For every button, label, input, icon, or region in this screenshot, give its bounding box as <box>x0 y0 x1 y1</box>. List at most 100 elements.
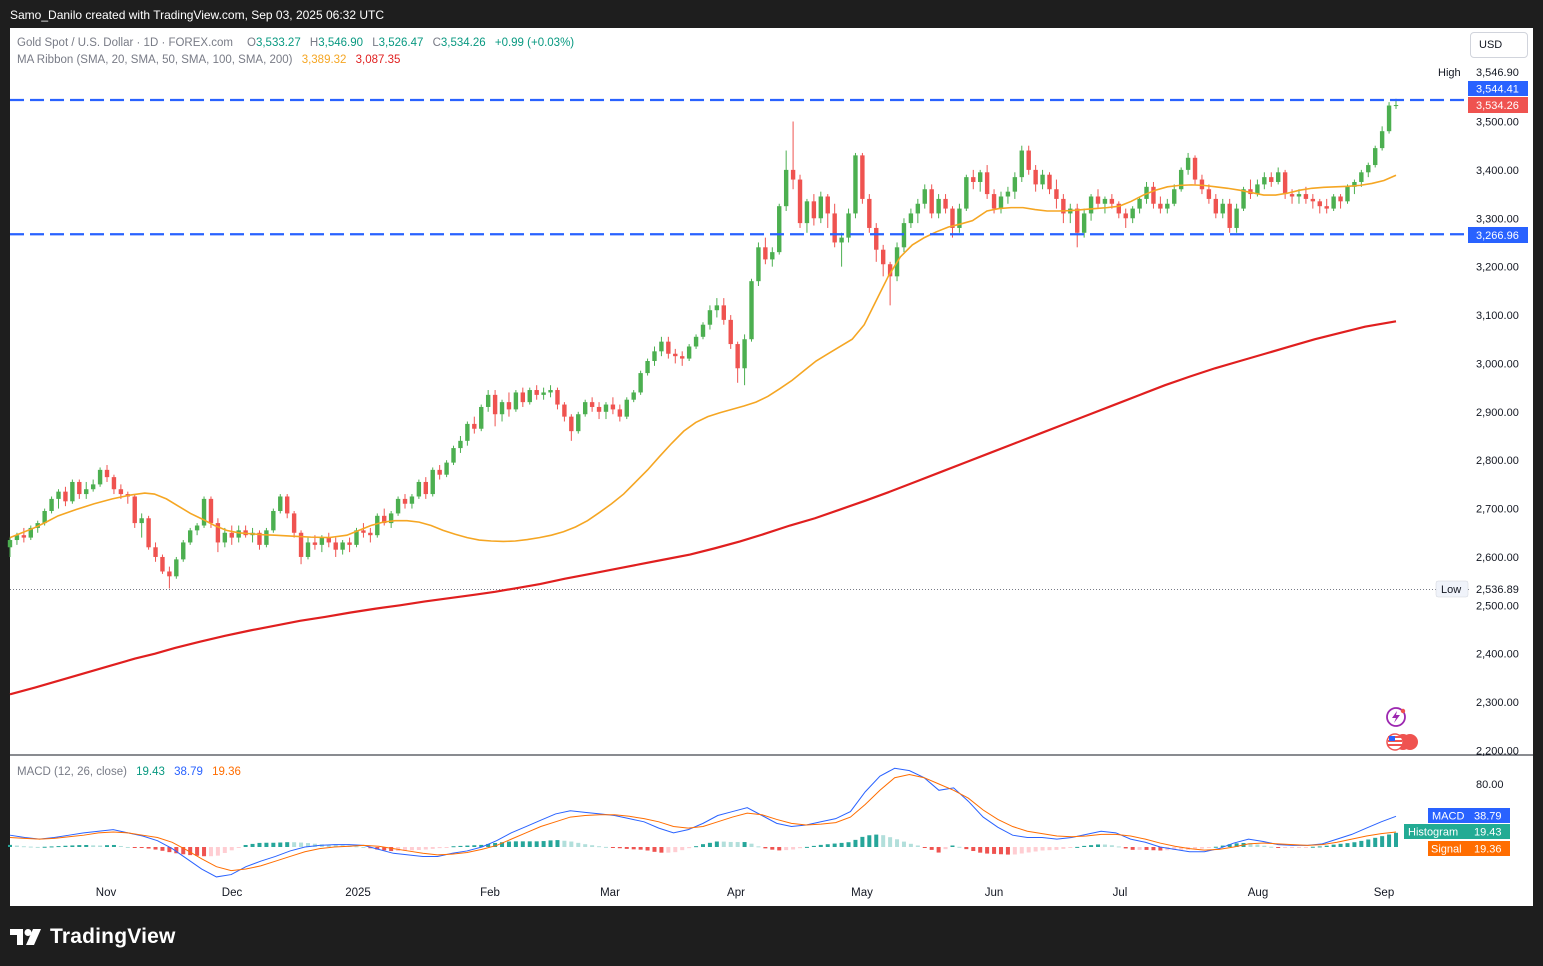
candle-body <box>735 344 740 369</box>
histogram-bar <box>98 845 103 847</box>
histogram-bar <box>472 845 477 847</box>
candle <box>285 494 290 519</box>
histogram-bar <box>652 847 657 852</box>
candle <box>305 537 311 560</box>
candle <box>1075 203 1080 248</box>
histogram-bar <box>638 847 643 850</box>
candle-body <box>666 341 671 354</box>
legend-macd-v3: 19.36 <box>212 766 241 778</box>
candle-body <box>576 414 581 432</box>
candle-body <box>42 510 47 524</box>
histogram-bar <box>1137 847 1142 850</box>
candle <box>1081 208 1087 238</box>
histogram-bar <box>992 847 997 854</box>
histogram-bar <box>84 844 89 847</box>
candle <box>77 479 82 499</box>
candle <box>1275 167 1281 185</box>
candle-body <box>589 402 595 407</box>
sma200-line[interactable] <box>9 320 1397 696</box>
histogram-bar <box>1359 840 1364 847</box>
candle-body <box>28 527 33 538</box>
macd-line[interactable] <box>9 767 1397 878</box>
candle <box>181 540 186 562</box>
candle-body <box>1185 157 1191 170</box>
candle-body <box>964 177 969 209</box>
currency-button[interactable]: USD <box>1470 32 1528 58</box>
legend-h-label: H <box>310 37 318 49</box>
candle-body <box>818 196 824 219</box>
candle <box>860 152 865 204</box>
histogram-bar <box>943 847 948 850</box>
candle <box>929 184 934 219</box>
candle-body <box>825 196 830 214</box>
histogram-bar <box>1123 847 1128 849</box>
histogram-bar <box>243 844 248 847</box>
candle <box>839 232 844 267</box>
time-tick-label: Feb <box>480 887 500 899</box>
candle <box>1047 172 1052 195</box>
candle <box>1366 162 1371 178</box>
candle-body <box>1026 150 1031 170</box>
histogram-bar <box>541 841 546 847</box>
candle <box>250 527 255 543</box>
candle-body <box>1359 172 1364 182</box>
candle-body <box>832 213 837 243</box>
candle <box>527 387 532 405</box>
histogram-bar <box>527 841 532 847</box>
candle <box>104 465 110 482</box>
candle <box>340 540 345 555</box>
histogram-bar <box>791 847 796 850</box>
histogram-bar <box>687 847 692 849</box>
candle <box>1137 196 1142 214</box>
histogram-bar <box>326 844 331 847</box>
candle <box>465 421 470 446</box>
candle <box>555 387 560 410</box>
candle <box>998 191 1004 214</box>
histogram-bar <box>624 847 629 849</box>
sma20-line[interactable] <box>9 174 1397 543</box>
candle <box>271 508 276 533</box>
histogram-bar <box>1193 847 1198 850</box>
histogram-bar <box>1296 847 1301 848</box>
histogram-bar <box>666 847 671 853</box>
histogram-bar <box>389 847 394 852</box>
histogram-bar <box>1144 847 1149 850</box>
signal-line[interactable] <box>9 774 1397 872</box>
signal-tag-label-bg <box>1428 841 1468 856</box>
histogram-bar <box>70 845 75 847</box>
histogram-bar <box>1179 847 1184 850</box>
price-axis[interactable]: 3,500.00 3,400.00 3,300.00 3,200.00 3,100.00… <box>1476 117 1519 758</box>
candle <box>1026 145 1031 175</box>
candle <box>1310 194 1316 209</box>
candle <box>1227 198 1232 233</box>
candle-body <box>1317 201 1322 207</box>
support-tag-text: 3,266.96 <box>1476 230 1519 242</box>
candle-body <box>673 353 678 357</box>
histogram-bar <box>811 845 816 847</box>
candle-body <box>749 281 754 340</box>
candle <box>347 537 352 553</box>
candle <box>797 174 803 228</box>
price-tick-label: 2,600.00 <box>1476 552 1519 564</box>
candle-body <box>111 477 117 490</box>
histogram-bar <box>756 846 761 848</box>
candle <box>111 474 117 495</box>
histogram-bar <box>1116 846 1121 848</box>
time-axis[interactable]: Nov Dec 2025 Feb Mar Apr May Jun Jul Aug Sep <box>96 887 1394 899</box>
lightning-icon[interactable] <box>1386 707 1406 727</box>
signal-tag-value-bg <box>1468 841 1510 856</box>
hist-tag-label: Histogram <box>1408 827 1458 839</box>
histogram-bar <box>451 846 456 848</box>
time-tick-label: Sep <box>1374 887 1394 899</box>
candle <box>673 348 678 364</box>
legend-ma1: 3,389.32 <box>302 54 347 66</box>
candle <box>770 247 775 267</box>
candle-body <box>631 392 636 400</box>
us-flag-events-icon[interactable] <box>1386 733 1418 751</box>
histogram-bar <box>49 846 54 848</box>
candle-body <box>104 469 110 478</box>
candle-body <box>257 532 262 545</box>
candle-body <box>1393 105 1399 107</box>
candle <box>84 481 89 499</box>
